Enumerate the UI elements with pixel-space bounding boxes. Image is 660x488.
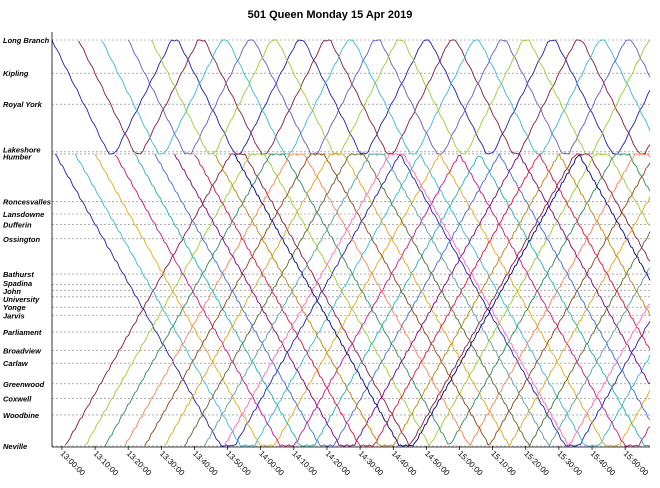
- stop-label: Kipling: [3, 69, 29, 78]
- x-tick-label: 15:50:00: [622, 449, 651, 478]
- x-tick-label: 15:10:00: [489, 449, 518, 478]
- x-tick-label: 13:20:00: [125, 449, 154, 478]
- vehicle-trace-18: [184, 153, 651, 447]
- x-tick-label: 14:40:00: [390, 449, 419, 478]
- vehicle-traces: [51, 39, 651, 447]
- vehicle-trace-20: [203, 153, 651, 447]
- vehicle-trace-4: [151, 39, 651, 155]
- stop-labels: Long Branch Kipling Royal York LakeshoreHum…: [3, 36, 51, 451]
- gridlines: [52, 39, 650, 447]
- vehicle-trace-11: [114, 154, 651, 447]
- vehicle-trace-22: [223, 153, 651, 447]
- vehicle-trace-10: [104, 153, 651, 447]
- stop-label: Yonge: [3, 303, 26, 312]
- x-tick-label: 13:30:00: [158, 449, 187, 478]
- stop-label: Ossington: [3, 235, 41, 244]
- stop-label: Woodbine: [3, 411, 39, 420]
- stop-label: University: [3, 295, 40, 304]
- vehicle-trace-3: [127, 39, 651, 155]
- stop-label: Carlaw: [3, 359, 29, 368]
- x-tick-label: 15:00:00: [456, 449, 485, 478]
- stop-label: Jarvis: [3, 312, 25, 321]
- x-tick-label: 13:10:00: [92, 449, 121, 478]
- stop-label: Neville: [3, 442, 27, 451]
- chart-title: 501 Queen Monday 15 Apr 2019: [248, 9, 413, 21]
- vehicle-trace-21: [214, 152, 651, 447]
- stop-label: Lakeshore: [3, 145, 41, 154]
- vehicle-trace-19: [194, 153, 651, 447]
- x-tick-label: 14:50:00: [423, 449, 452, 478]
- stop-label: Parliament: [3, 328, 42, 337]
- x-tick-label: 13:00:00: [59, 449, 88, 478]
- vehicle-trace-12: [124, 153, 651, 447]
- stop-label: Broadview: [3, 347, 42, 356]
- vehicle-trace-6: [64, 153, 651, 447]
- x-tick-label: 14:30:00: [357, 449, 386, 478]
- x-tick-label: 14:20:00: [324, 449, 353, 478]
- vehicle-trace-0: [51, 39, 651, 155]
- vehicle-trace-13: [134, 153, 651, 447]
- vehicle-trace-2: [101, 39, 651, 155]
- x-tick-label: 14:10:00: [290, 449, 319, 478]
- vehicle-trace-5: [54, 153, 651, 447]
- vehicle-trace-16: [164, 153, 651, 446]
- vehicle-trace-7: [74, 153, 651, 447]
- x-tick-label: 15:40:00: [589, 449, 618, 478]
- stop-label: Royal York: [3, 100, 43, 109]
- stop-label: Roncesvalles: [3, 198, 51, 207]
- vehicle-trace-14: [144, 153, 651, 446]
- stop-label: Lansdowne: [3, 210, 44, 219]
- stop-label: Dufferin: [3, 220, 32, 229]
- time-tick-labels: 13:00:00 13:10:00 13:20:00 13:30:00 13:40:00…: [59, 446, 651, 478]
- x-tick-label: 13:40:00: [191, 449, 220, 478]
- stop-label: Coxwell: [3, 394, 32, 403]
- vehicle-trace-9: [94, 152, 651, 447]
- vehicle-trace-15: [154, 152, 651, 447]
- x-tick-label: 15:20:00: [522, 449, 551, 478]
- x-tick-label: 15:30:00: [555, 449, 584, 478]
- vehicle-trace-17: [174, 152, 651, 447]
- x-tick-label: 14:00:00: [257, 449, 286, 478]
- stop-label: Spadina: [3, 279, 32, 288]
- stop-label: Greenwood: [3, 380, 45, 389]
- x-tick-label: 13:50:00: [224, 449, 253, 478]
- stop-label: Humber: [3, 152, 32, 161]
- vehicle-trace-1: [78, 39, 651, 155]
- stop-label: Bathurst: [3, 270, 34, 279]
- vehicle-trace-23: [233, 153, 651, 447]
- stop-label: John: [3, 287, 21, 296]
- vehicle-trace-8: [84, 153, 651, 447]
- stop-label: Long Branch: [3, 36, 50, 45]
